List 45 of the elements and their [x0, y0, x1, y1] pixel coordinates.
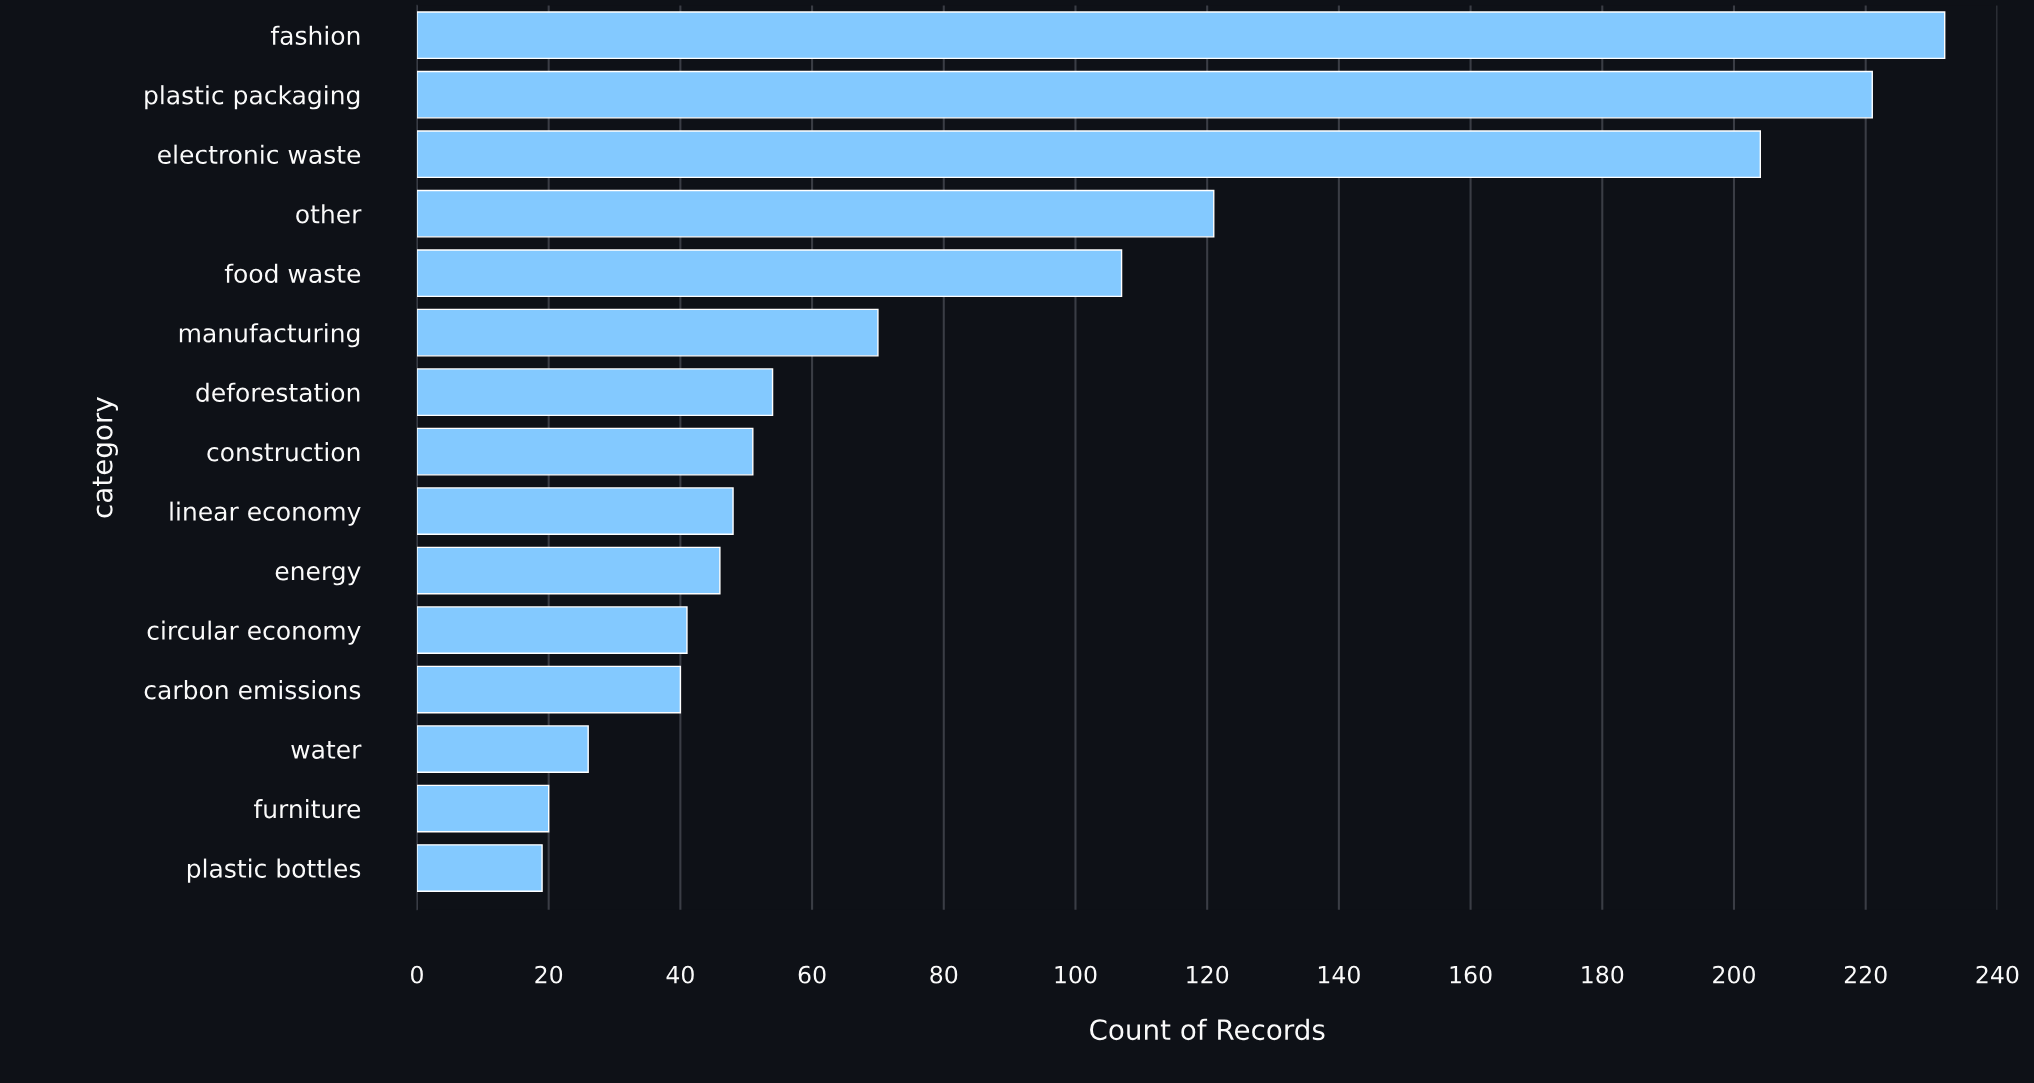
y-tick-label: energy — [275, 566, 361, 586]
y-tick-label: manufacturing — [179, 323, 360, 348]
x-tick-label: 60 — [798, 965, 826, 984]
y-tick-label: electronic waste — [158, 144, 361, 164]
x-tick-label: 100 — [1055, 965, 1097, 984]
y-axis-title: category — [92, 397, 118, 518]
bar — [416, 130, 1762, 179]
y-tick-label: plastic packaging — [145, 85, 360, 110]
x-tick-label: 200 — [1713, 965, 1755, 984]
bar — [416, 487, 734, 536]
bar — [416, 784, 550, 833]
x-tick-label: 0 — [411, 965, 423, 984]
x-axis-title: Count of Records — [1090, 1018, 1325, 1041]
y-tick-label: other — [296, 204, 362, 224]
x-tick-label: 240 — [1976, 965, 2019, 984]
x-tick-label: 140 — [1318, 965, 1360, 984]
x-tick-label: 160 — [1450, 965, 1492, 984]
x-tick-label: 120 — [1187, 965, 1229, 984]
bar — [416, 665, 682, 714]
y-tick-label: circular economy — [147, 620, 361, 645]
x-tick-label: 180 — [1582, 965, 1624, 984]
bar — [416, 844, 543, 892]
bar — [416, 546, 721, 595]
y-tick-label: furniture — [253, 799, 361, 819]
y-tick-label: plastic bottles — [187, 858, 361, 883]
y-tick-label: food waste — [224, 263, 361, 283]
y-tick-label: linear economy — [170, 501, 361, 526]
y-tick-label: construction — [207, 442, 360, 462]
bar — [416, 308, 879, 357]
x-tick-label: 220 — [1844, 965, 1887, 984]
bar — [416, 606, 688, 654]
x-tick-label: 20 — [535, 965, 563, 984]
x-tick-label: 40 — [666, 965, 694, 984]
bar — [416, 189, 1215, 238]
bar — [416, 11, 1946, 60]
y-tick-label: carbon emissions — [144, 680, 361, 700]
x-tick-label: 80 — [930, 965, 958, 984]
y-tick-label: deforestation — [196, 382, 360, 402]
bar — [416, 427, 754, 476]
bar — [416, 70, 1873, 119]
bar — [416, 249, 1123, 298]
y-tick-label: water — [291, 741, 362, 759]
bar — [416, 725, 589, 773]
y-tick-label: fashion — [270, 25, 360, 46]
bar — [416, 368, 774, 417]
